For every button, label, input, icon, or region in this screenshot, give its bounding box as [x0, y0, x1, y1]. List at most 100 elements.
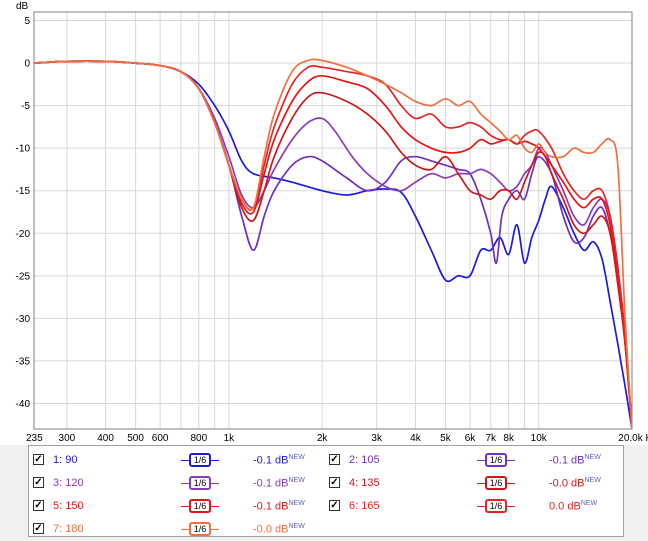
plot-background — [34, 12, 632, 429]
y-tick-label: -10 — [16, 144, 31, 155]
legend-entry: ✓ 1: 90 1/6 -0.1 dBNEW — [33, 450, 323, 470]
offset-text: -0.1 dB — [253, 454, 289, 467]
series-group — [34, 58, 632, 429]
series-label: 1: 90 — [53, 454, 78, 466]
x-tick-label: 5k — [440, 433, 452, 444]
legend-entry: ✓ 5: 150 1/6 -0.1 dBNEW — [33, 496, 323, 516]
x-tick-label: 300 — [59, 433, 76, 444]
x-tick-label: 500 — [127, 433, 144, 444]
series-line-3 — [34, 60, 632, 429]
plot-frame — [33, 11, 633, 430]
smoothing-button[interactable]: 1/6 — [181, 521, 221, 537]
x-tick-label: 20.0k Hz — [618, 433, 648, 444]
smoothing-button[interactable]: 1/6 — [181, 452, 221, 468]
x-tick-label: 400 — [97, 433, 114, 444]
smoothing-value: 1/6 — [485, 476, 507, 490]
plot-area[interactable]: 5 0 -5 -10 -15 -20 -25 -30 -35 -40 235 300 400 500 600… — [0, 0, 648, 445]
y-tick-label: -25 — [16, 271, 31, 282]
smoothing-button[interactable]: 1/6 — [477, 475, 517, 491]
series-label: 6: 165 — [349, 500, 380, 512]
legend-entry: ✓ 2: 105 1/6 -0.1 dBNEW — [329, 450, 619, 470]
legend-entry: ✓ 6: 165 1/6 0.0 dBNEW — [329, 496, 619, 516]
line-swatch-right — [211, 483, 219, 484]
offset-value[interactable]: -0.1 dBNEW — [253, 477, 305, 490]
series-label: 2: 105 — [349, 454, 380, 466]
series-visibility-checkbox[interactable]: ✓ — [329, 500, 340, 511]
x-tick-label: 1k — [224, 433, 236, 444]
offset-value[interactable]: -0.0 dBNEW — [253, 523, 305, 536]
x-tick-label: 7k — [485, 433, 497, 444]
smoothing-value: 1/6 — [485, 499, 507, 513]
offset-value[interactable]: -0.1 dBNEW — [253, 454, 305, 467]
offset-text: -0.1 dB — [549, 454, 585, 467]
smoothing-button[interactable]: 1/6 — [181, 498, 221, 514]
legend-entry: ✓ 3: 120 1/6 -0.1 dBNEW — [33, 473, 323, 493]
x-tick-label: 2k — [317, 433, 329, 444]
line-swatch-left — [181, 529, 189, 530]
series-visibility-checkbox[interactable]: ✓ — [329, 477, 340, 488]
smoothing-button[interactable]: 1/6 — [477, 498, 517, 514]
series-label: 7: 180 — [53, 523, 84, 535]
offset-text: -0.0 dB — [549, 477, 585, 490]
y-axis-label: dB — [16, 1, 29, 12]
smoothing-value: 1/6 — [189, 522, 211, 536]
x-tick-label: 600 — [152, 433, 169, 444]
smoothing-value: 1/6 — [189, 499, 211, 513]
new-badge: NEW — [288, 477, 305, 484]
frequency-response-chart[interactable]: 5 0 -5 -10 -15 -20 -25 -30 -35 -40 235 300 400 500 600… — [0, 0, 648, 445]
smoothing-button[interactable]: 1/6 — [477, 452, 517, 468]
y-tick-label: -40 — [16, 399, 31, 410]
series-line-7 — [34, 58, 632, 429]
series-visibility-checkbox[interactable]: ✓ — [33, 454, 44, 465]
x-tick-label: 6k — [465, 433, 477, 444]
legend-panel: ✓ 1: 90 1/6 -0.1 dBNEW ✓ 2: 105 1/6 -0.1 dBNEW ✓… — [28, 445, 624, 537]
y-tick-label: -5 — [21, 101, 30, 112]
legend-entry: ✓ 7: 180 1/6 -0.0 dBNEW — [33, 519, 323, 539]
series-visibility-checkbox[interactable]: ✓ — [33, 500, 44, 511]
line-swatch-left — [181, 483, 189, 484]
x-tick-label: 800 — [191, 433, 208, 444]
offset-value[interactable]: -0.1 dBNEW — [253, 500, 305, 513]
new-badge: NEW — [584, 454, 601, 461]
y-tick-label: -20 — [16, 229, 31, 240]
y-tick-label: -30 — [16, 314, 31, 325]
series-visibility-checkbox[interactable]: ✓ — [33, 477, 44, 488]
series-label: 3: 120 — [53, 477, 84, 489]
x-tick-label: 10k — [531, 433, 548, 444]
smoothing-value: 1/6 — [189, 453, 211, 467]
line-swatch-right — [507, 506, 515, 507]
offset-text: 0.0 dB — [549, 500, 581, 513]
new-badge: NEW — [288, 523, 305, 530]
series-visibility-checkbox[interactable]: ✓ — [329, 454, 340, 465]
y-tick-label: -35 — [16, 356, 31, 367]
line-swatch-right — [507, 483, 515, 484]
new-badge: NEW — [584, 477, 601, 484]
y-tick-label: 5 — [24, 16, 30, 27]
offset-value[interactable]: -0.1 dBNEW — [549, 454, 601, 467]
offset-value[interactable]: 0.0 dBNEW — [549, 500, 597, 513]
offset-value[interactable]: -0.0 dBNEW — [549, 477, 601, 490]
x-tick-label: 3k — [371, 433, 383, 444]
offset-text: -0.0 dB — [253, 523, 289, 536]
smoothing-button[interactable]: 1/6 — [181, 475, 221, 491]
new-badge: NEW — [288, 500, 305, 507]
series-line-1 — [34, 60, 632, 429]
offset-text: -0.1 dB — [253, 477, 289, 490]
line-swatch-left — [477, 460, 485, 461]
legend-entry: ✓ 4: 135 1/6 -0.0 dBNEW — [329, 473, 619, 493]
y-tick-label: 0 — [24, 59, 30, 70]
new-badge: NEW — [288, 454, 305, 461]
line-swatch-right — [507, 460, 515, 461]
line-swatch-left — [477, 506, 485, 507]
x-tick-label: 235 — [26, 433, 43, 444]
series-visibility-checkbox[interactable]: ✓ — [33, 523, 44, 534]
offset-text: -0.1 dB — [253, 500, 289, 513]
line-swatch-left — [181, 460, 189, 461]
line-swatch-left — [477, 483, 485, 484]
new-badge: NEW — [580, 500, 598, 507]
line-swatch-left — [181, 506, 189, 507]
smoothing-value: 1/6 — [189, 476, 211, 490]
series-label: 4: 135 — [349, 477, 380, 489]
line-swatch-right — [211, 529, 219, 530]
x-tick-label: 8k — [503, 433, 515, 444]
